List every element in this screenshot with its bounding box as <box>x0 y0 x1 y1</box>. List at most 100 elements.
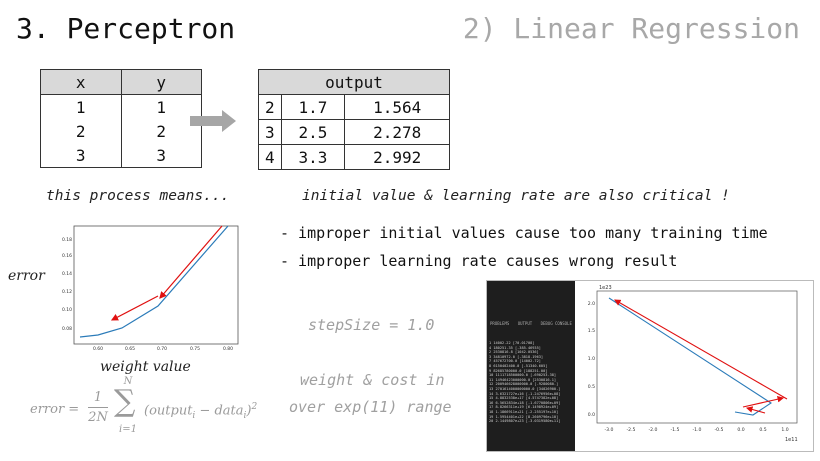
x-tick-label: -3.0 <box>605 427 614 433</box>
formula-power: 2 <box>251 402 258 412</box>
embedded-screenshot: PROBLEMS OUTPUT DEBUG CONSOLE 1 14002.22… <box>486 280 814 452</box>
formula-lhs: error = <box>30 402 80 417</box>
table-cell: 3 <box>120 143 202 168</box>
terminal-line: 19 1.5954401e+22 [8.2609796e+10] <box>489 414 559 419</box>
table-cell: 1.7 <box>280 94 346 120</box>
fraction-bar <box>88 407 108 408</box>
terminal-line: 14 3.6321727e+16 [-1.2476956e+08] <box>489 391 561 396</box>
y-tick-label: 0.0 <box>588 412 595 418</box>
x-tick-label: -1.5 <box>671 427 680 433</box>
table-row: 2 2 <box>40 119 202 143</box>
y-tick-label: 0.12 <box>62 289 72 295</box>
y-tick-label: 0.18 <box>62 237 72 243</box>
x-tick-label: -2.5 <box>627 427 636 433</box>
table-cell: 4 <box>258 144 282 170</box>
table-cell: 2.5 <box>280 119 346 145</box>
table-row: 1 1 <box>40 94 202 119</box>
bullet-initial-values: - improper initial values cause too many… <box>280 224 768 242</box>
red-arrow <box>110 295 159 321</box>
input-table: x y 1 1 2 2 3 3 <box>40 69 202 168</box>
y-tick-label: 2.0 <box>588 301 595 307</box>
y-scale-label: 1e23 <box>599 285 612 291</box>
sum-upper-limit: N <box>123 376 133 387</box>
terminal-output: 1 14002.22 [70.01708] 4 180251.35 [-385.… <box>489 341 560 424</box>
x-tick-label: -1.0 <box>693 427 702 433</box>
x-tick-label: 0.0 <box>737 427 744 433</box>
table-cell: 1 <box>120 94 202 119</box>
terminal-line: 2 2530816.8 [1042.0536] <box>489 350 539 355</box>
terminal-line: 13 2701614000000000.0 [34026900.] <box>489 386 561 391</box>
x-tick-label: -0.5 <box>715 427 724 433</box>
terminal-line: 17 8.8266311e+19 [6.1498924e+09] <box>489 405 559 410</box>
y-tick-label: 0.16 <box>62 253 72 259</box>
caption-process: this process means... <box>46 188 230 204</box>
x-tick-label: 0.70 <box>157 346 167 352</box>
column-header-x: x <box>40 69 122 95</box>
section-subtitle: 2) Linear Regression <box>462 12 800 45</box>
y-tick-label: 1.5 <box>588 328 595 334</box>
table-cell: 3.3 <box>280 144 346 170</box>
tab-output: OUTPUT <box>517 321 533 326</box>
error-axis-label: error <box>8 268 45 284</box>
formula-close: ) <box>246 403 252 419</box>
red-arrow <box>742 395 785 408</box>
weight-cost-note-line1: weight & cost in <box>300 371 445 389</box>
terminal-line: 4 180251.35 [-385.46935] <box>489 345 541 350</box>
divergence-plot: 1e23 1e11 0.0 0.5 1.0 1.5 2.0 -3.0 -2.5 … <box>588 285 798 443</box>
x-tick-label: 0.5 <box>759 427 766 433</box>
divergence-curve <box>608 297 773 416</box>
x-tick-label: 0.60 <box>93 346 103 352</box>
terminal-line: 9 82685780000.0 [188251.00] <box>489 368 548 373</box>
terminal-line: 16 6.5652834e+18 [-1.6770806e+09] <box>489 400 561 405</box>
formula-subscript: i <box>192 410 196 421</box>
red-arrow <box>614 299 788 400</box>
table-row: 3 2.5 2.278 <box>258 119 450 145</box>
terminal-line: 1 14002.22 [70.01708] <box>489 341 535 345</box>
terminal-line: 8 6150402400.0 [-51340.605] <box>489 363 548 368</box>
slide-title: 3. Perceptron <box>16 12 236 45</box>
table-row: 4 3.3 2.992 <box>258 144 450 170</box>
tab-problems: PROBLEMS <box>490 321 510 326</box>
weight-axis-label: weight value <box>100 359 191 375</box>
sum-symbol: ∑ <box>114 384 136 419</box>
terminal-line: 15 4.8832538e+17 [4.5747382e+08] <box>489 396 559 401</box>
weight-cost-note-line2: over exp(11) range <box>289 398 452 416</box>
output-header: output <box>258 69 450 95</box>
table-cell: 2 <box>120 119 202 143</box>
x-scale-label: 1e11 <box>785 437 798 443</box>
formula-output: (output <box>144 403 193 419</box>
table-cell: 2.278 <box>344 119 450 145</box>
y-tick-label: 0.08 <box>62 326 72 332</box>
bullet-learning-rate: - improper learning rate causes wrong re… <box>280 252 678 270</box>
table-cell: 2 <box>40 119 122 143</box>
y-tick-label: 1.0 <box>588 356 595 362</box>
formula-denominator: 2N <box>88 410 108 425</box>
right-arrow-icon <box>190 110 236 132</box>
terminal-line: 12 200946628000000.0 [-9280080.] <box>489 382 559 387</box>
formula-body: (outputi − datai)2 <box>144 402 257 421</box>
x-tick-label: 0.75 <box>190 346 200 352</box>
formula-subscript: i <box>243 410 247 421</box>
red-arrow <box>745 406 766 414</box>
table-cell: 2 <box>258 94 282 120</box>
x-tick-label: 1.0 <box>781 427 788 433</box>
terminal-line: 20 2.1449807e+23 [-3.0319580e+11] <box>489 419 561 424</box>
table-cell: 2.992 <box>344 144 450 170</box>
terminal-line: 18 1.1866911e+21 [-2.255197e+10] <box>489 409 559 414</box>
red-arrow <box>159 225 223 299</box>
x-tick-label: 0.65 <box>125 346 135 352</box>
terminal-line: 7 457672700.0 [14002.72] <box>489 359 541 364</box>
table-cell: 1 <box>40 94 122 119</box>
table-cell: 3 <box>258 119 282 145</box>
error-curve <box>79 225 229 338</box>
table-row: 3 3 <box>40 143 202 168</box>
x-tick-label: 0.80 <box>223 346 233 352</box>
panel-tabs: PROBLEMS OUTPUT DEBUG CONSOLE <box>487 321 572 326</box>
formula-minus-data: − data <box>195 403 244 419</box>
tab-debug-console: DEBUG CONSOLE <box>540 321 572 326</box>
terminal-line: 11 14946423000000.0 [2530816.1] <box>489 377 557 382</box>
formula-numerator: 1 <box>93 390 103 405</box>
error-plot: 0.08 0.10 0.12 0.14 0.16 0.18 0.60 0.65 … <box>62 225 239 352</box>
x-tick-label: -2.0 <box>649 427 658 433</box>
y-tick-label: 0.10 <box>62 307 72 313</box>
